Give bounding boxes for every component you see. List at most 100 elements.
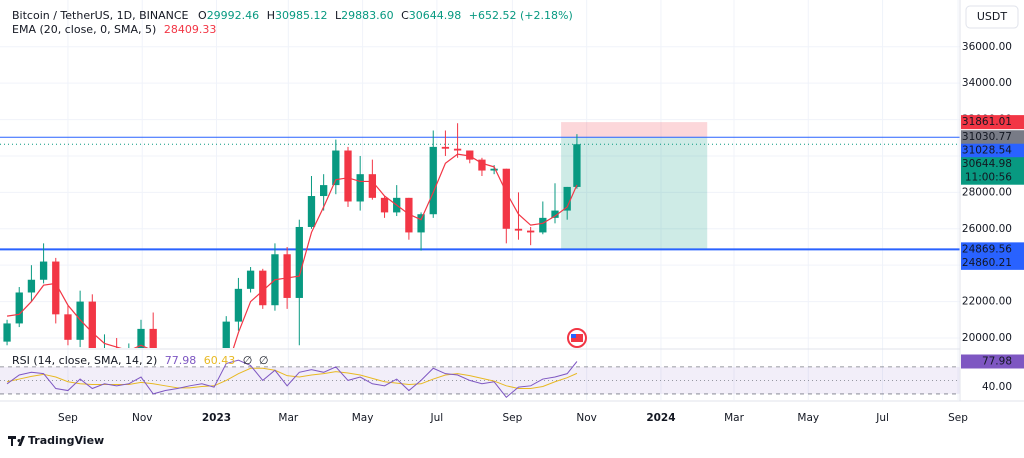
x-tick-label: May [797,412,819,424]
candle-body [490,168,498,171]
rsi-na: ∅ [243,354,253,367]
candle-body [514,228,523,231]
candle-body [259,270,267,306]
event-flag [567,328,587,348]
grid [0,0,960,400]
candle-body [52,261,60,315]
rsi-pane [0,359,960,399]
candle-body [441,146,450,149]
candle-body [551,210,559,218]
candle-body [307,196,316,227]
candle-body [64,314,72,340]
legend-rsi: RSI (14, close, SMA, 14, 2) 77.98 60.43 … [12,354,268,367]
candle-body [15,292,23,324]
price-badge: 24869.56 [962,243,1012,255]
x-tick-label: Jul [875,412,889,424]
y-tick-label: 28000.00 [962,186,1012,198]
ohlc-label: L [335,9,342,22]
x-tick-label: Sep [502,412,522,424]
candle-body [320,185,328,197]
candle-body [246,270,255,289]
candle-body [88,301,96,348]
candle-body [429,146,437,215]
ohlc-value: 29883.60 [341,9,394,22]
candle-body [234,288,243,322]
price-badge-bg [961,130,1024,145]
x-tick-label: Nov [132,412,153,424]
price-badge-bg [961,242,1024,257]
symbol: Bitcoin / TetherUS, 1D, BINANCE [12,9,189,22]
candle-body [222,321,230,348]
rsi-tick-label: 40.00 [982,381,1012,393]
ema-value: 28409.33 [164,23,217,36]
candle-body [356,174,364,202]
legend-ema: EMA (20, close, 0, SMA, 5) 28409.33 [12,23,216,36]
x-tick-label: Nov [576,412,597,424]
price-badge: 31028.54 [962,145,1012,157]
candle-body [149,328,157,348]
price-badge: 24860.21 [962,257,1012,269]
price-badge-bg [961,255,1024,270]
candle-body [283,254,291,298]
rsi-badge-bg [961,354,1024,369]
price-badge-bg [961,143,1024,158]
rsi-ma-value: 60.43 [204,354,236,367]
currency-label[interactable]: USDT [977,10,1008,23]
y-tick-label: 22000.00 [962,296,1012,308]
candle-body [3,323,11,342]
price-pane [0,122,960,348]
candle-body [573,144,581,187]
candle-body [368,174,377,198]
candle-body [295,226,303,298]
ohlc-value: 30644.98 [409,9,462,22]
position-stop-zone [561,122,708,138]
ema-line [6,153,578,348]
price-badge-bg [961,170,1024,185]
y-tick-label: 20000.00 [962,332,1012,344]
candle-body [563,186,571,211]
x-tick-label: Sep [58,412,78,424]
candle-body [405,197,413,233]
legend-symbol: Bitcoin / TetherUS, 1D, BINANCE O29992.4… [12,9,573,22]
position-target-zone [561,137,708,250]
candle-body [527,230,535,233]
rsi-line [6,359,578,399]
ohlc-label: C [401,9,409,22]
candle-body [39,261,48,280]
rsi-na: ∅ [259,354,269,367]
brand-logo [8,436,25,446]
x-tick-label: 2024 [646,412,675,424]
rsi-value: 77.98 [165,354,197,367]
candle-body [478,159,486,171]
x-tick-label: 2023 [202,412,231,424]
candle-body [539,217,547,233]
change: +652.52 (+2.18%) [469,9,573,22]
y-tick-label: 26000.00 [962,223,1012,235]
candle-body [27,279,36,293]
ema-label: EMA (20, close, 0, SMA, 5) [12,23,156,36]
currency-button[interactable] [965,5,1019,29]
price-badge-bg [961,157,1024,172]
candle-body [453,148,462,151]
candle-body [332,150,340,186]
price-badge: 31861.01 [962,116,1012,128]
candle-body [417,214,425,233]
rsi-label: RSI (14, close, SMA, 14, 2) [12,354,157,367]
x-tick-label: May [352,412,374,424]
candle-body [380,197,389,213]
candle-body [502,168,510,229]
price-badge: 31030.77 [962,131,1012,143]
candle-body [466,150,474,160]
price-badge-bg [961,115,1024,130]
x-tick-label: Sep [948,412,968,424]
brand-name: TradingView [28,434,104,447]
x-tick-label: Jul [430,412,444,424]
ohlc-label: O [198,9,207,22]
ohlc-value: 30985.12 [275,9,328,22]
candle-body [137,328,145,348]
ohlc-value: 29992.46 [207,9,260,22]
x-tick-label: Mar [278,412,298,424]
